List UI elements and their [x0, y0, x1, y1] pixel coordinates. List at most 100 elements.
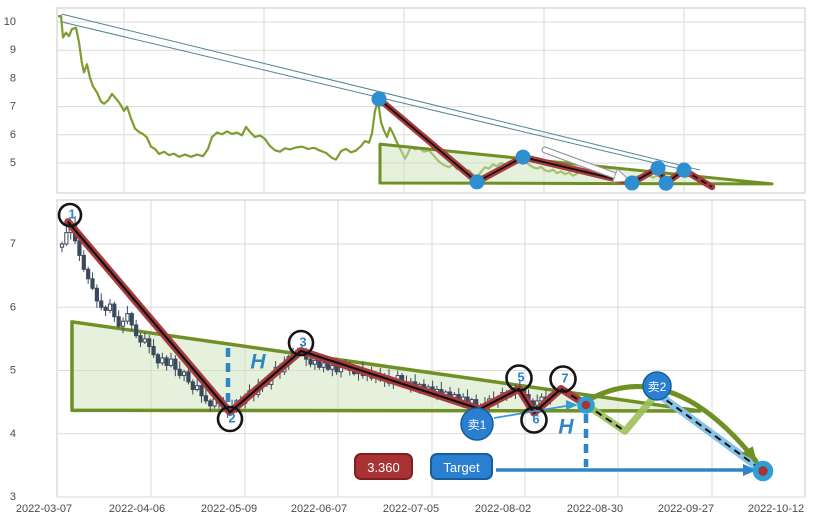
pivot-circle: [57, 202, 83, 228]
pivot-circle: [216, 405, 244, 433]
candle-body: [168, 358, 174, 366]
daily-y-tick-label: 3: [10, 491, 16, 503]
candle-body: [321, 362, 326, 368]
candle-body: [155, 354, 161, 364]
pivot-circle: [505, 364, 533, 392]
candle-body: [103, 306, 108, 311]
pivot-circle: [549, 365, 577, 393]
candle-body: [190, 381, 195, 390]
white-arrow-head: [611, 168, 632, 183]
candle-body: [142, 338, 147, 343]
candle-body: [160, 357, 165, 364]
candle-body: [177, 368, 182, 377]
pivot-number: 6: [532, 412, 539, 427]
x-axis-label: 2022-09-27: [658, 503, 714, 515]
candle-body: [125, 313, 130, 322]
candle-body: [112, 303, 117, 318]
pivot-number: 3: [299, 335, 306, 350]
candle-body: [539, 396, 544, 402]
forecast-green-dashed-core: [585, 403, 626, 433]
curve-arrow-head: [741, 446, 757, 462]
height-label-2: H: [558, 416, 574, 439]
sell1-link-arrow-head: [566, 400, 578, 410]
candle-body: [186, 371, 191, 383]
x-axis-label: 2022-03-07: [16, 503, 72, 515]
candle-body: [81, 254, 86, 270]
candle-body: [129, 313, 134, 326]
sell2-badge: [642, 371, 672, 401]
candle-body: [199, 385, 204, 397]
x-axis-label: 2022-04-06: [109, 503, 165, 515]
candle-body: [77, 240, 82, 256]
target-price-badge-label: 3.360: [367, 460, 400, 475]
pivot-number: 7: [561, 371, 568, 386]
sell2-badge-label: 卖2: [648, 380, 667, 394]
candle-body: [203, 395, 208, 402]
forecast-blue-dashed-core: [656, 392, 764, 472]
pivot-dot: [469, 174, 485, 190]
pivot-dot: [676, 162, 692, 178]
candle-body: [181, 371, 187, 377]
pivot-circle: [287, 329, 315, 357]
x-axis-label: 2022-08-02: [475, 503, 531, 515]
curve-arrow-shaft: [587, 384, 759, 464]
daily-y-tick-label: 4: [10, 428, 16, 440]
candle-body: [151, 345, 156, 356]
daily-y-tick-label: 6: [10, 301, 16, 313]
candle-body: [59, 243, 65, 248]
candle-body: [99, 300, 104, 308]
white-arrow-shaft: [542, 147, 619, 179]
pivot-circle: [520, 406, 548, 434]
weekly-y-tick-label: 5: [10, 157, 16, 169]
candle-body: [94, 287, 99, 302]
target-label-badge-label: Target: [443, 460, 480, 475]
candle-body: [312, 359, 317, 365]
candle-body: [208, 400, 213, 407]
candle-body: [138, 335, 143, 343]
candle-body: [64, 232, 69, 245]
weekly-y-tick-label: 9: [10, 44, 16, 56]
candle-body: [86, 268, 91, 280]
target-arrow-head: [743, 464, 757, 476]
candle-body: [120, 320, 126, 327]
candle-body: [147, 338, 152, 347]
candle-body: [134, 324, 139, 337]
x-axis-label: 2022-05-09: [201, 503, 257, 515]
weekly-y-tick-label: 10: [4, 16, 16, 28]
pivot-dot: [658, 175, 674, 191]
pivot-dot: [650, 160, 666, 176]
weekly-y-tick-label: 8: [10, 72, 16, 84]
candle-body: [317, 359, 322, 368]
daily-y-tick-label: 5: [10, 365, 16, 377]
x-axis-label: 2022-08-30: [567, 503, 623, 515]
sell1-badge: [460, 407, 494, 441]
weekly-y-tick-label: 6: [10, 129, 16, 141]
pivot-number: 2: [228, 411, 235, 426]
breakdown-point-marker: [577, 396, 595, 414]
target-price-badge: [354, 453, 413, 480]
pivot-number: 5: [517, 370, 524, 385]
height-label-1: H: [250, 351, 266, 374]
weekly-panel-border: [56, 7, 806, 194]
pivot-dot: [624, 175, 640, 191]
target-point-marker: [752, 460, 774, 482]
candle-body: [173, 358, 178, 370]
x-axis-label: 2022-06-07: [291, 503, 347, 515]
candle-body: [195, 385, 200, 390]
daily-y-tick-label: 7: [10, 238, 16, 250]
candle-body: [90, 278, 95, 289]
pivot-number: 1: [68, 207, 75, 222]
candle-body: [308, 358, 313, 365]
x-axis-label: 2022-10-12: [748, 503, 804, 515]
sell1-link-line: [493, 405, 567, 419]
weekly-y-tick-label: 7: [10, 101, 16, 113]
candle-body: [107, 303, 113, 311]
candle-body: [164, 357, 169, 366]
target-label-badge: [430, 453, 493, 480]
sell1-badge-label: 卖1: [468, 418, 487, 432]
candle-body: [330, 364, 335, 370]
candle-body: [116, 316, 121, 327]
x-axis-label: 2022-07-05: [383, 503, 439, 515]
